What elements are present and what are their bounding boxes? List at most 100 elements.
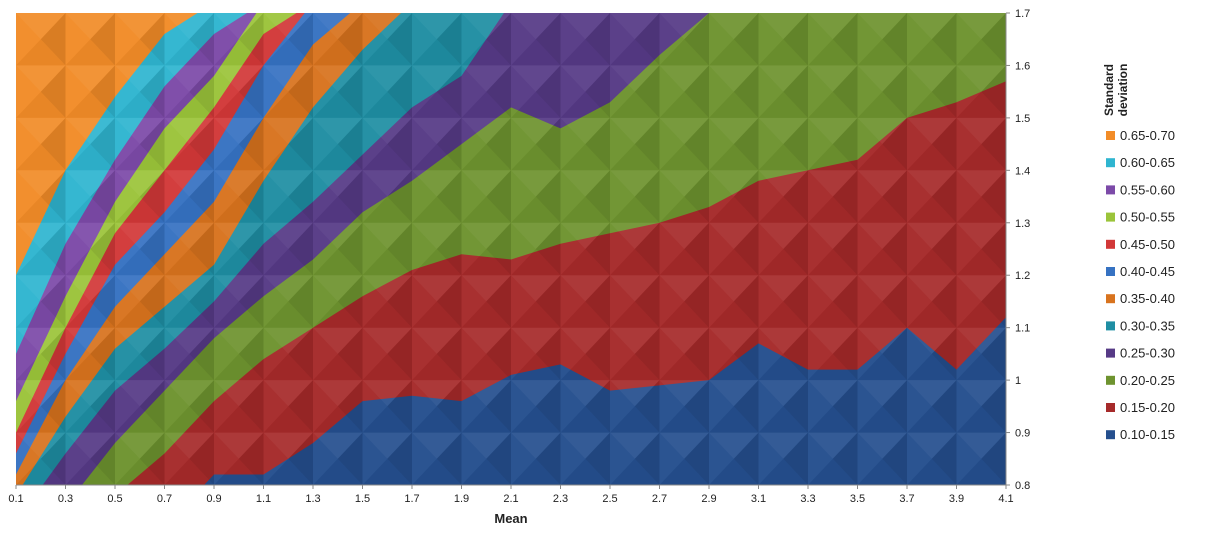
surface-facet — [115, 458, 165, 485]
surface-facet — [535, 170, 561, 223]
surface-facet — [511, 222, 561, 249]
surface-facet — [560, 13, 610, 40]
surface-facet — [981, 65, 1006, 118]
surface-facet — [238, 275, 264, 328]
surface-facet — [214, 117, 264, 145]
surface-facet — [16, 91, 66, 118]
x-tick-label: 2.7 — [652, 493, 667, 505]
surface-facet — [857, 458, 907, 485]
surface-facet — [758, 144, 808, 171]
surface-facet — [956, 91, 1006, 118]
surface-facet — [907, 65, 957, 92]
surface-facet — [956, 65, 1006, 92]
surface-facet — [882, 170, 907, 223]
surface-facet — [511, 353, 561, 381]
surface-facet — [808, 170, 858, 197]
surface-facet — [857, 301, 907, 328]
surface-facet — [758, 222, 808, 249]
surface-facet — [981, 13, 1006, 66]
surface-facet — [808, 39, 858, 66]
surface-facet — [164, 380, 214, 407]
surface-facet — [709, 117, 759, 145]
surface-facet — [139, 170, 165, 223]
surface-facet — [362, 327, 412, 354]
surface-facet — [634, 13, 660, 66]
surface-facet — [288, 13, 313, 66]
surface-facet — [288, 222, 313, 276]
surface-facet — [461, 458, 511, 485]
surface-facet — [709, 406, 759, 433]
surface-facet — [16, 406, 66, 433]
surface-facet — [16, 380, 66, 407]
surface-facet — [857, 144, 907, 171]
surface-facet — [832, 432, 858, 485]
surface-facet — [412, 327, 462, 354]
surface-facet — [758, 380, 808, 407]
surface-facet — [362, 39, 412, 66]
surface-facet — [560, 39, 610, 66]
surface-facet — [535, 222, 561, 276]
surface-facet — [659, 91, 709, 118]
surface-facet — [956, 196, 1006, 223]
surface-facet — [907, 458, 957, 485]
surface-facet — [115, 196, 165, 223]
surface-facet — [511, 406, 561, 433]
surface-facet — [214, 406, 264, 433]
legend-label: 0.10-0.15 — [1120, 427, 1175, 442]
surface-facet — [189, 222, 214, 276]
surface-facet — [436, 380, 462, 433]
x-tick-label: 1.5 — [355, 493, 370, 505]
surface-facet — [115, 91, 165, 118]
legend-title: Standarddeviation — [1102, 64, 1130, 117]
surface-facet — [362, 170, 412, 197]
surface-facet — [313, 65, 363, 92]
surface-facet — [461, 39, 511, 66]
surface-facet — [560, 170, 610, 197]
legend-label: 0.65-0.70 — [1120, 128, 1175, 143]
surface-facet — [115, 39, 165, 66]
surface-facet — [461, 249, 511, 276]
surface-facet — [115, 13, 165, 40]
surface-facet — [610, 458, 660, 485]
surface-facet — [288, 432, 313, 485]
surface-facet — [16, 196, 66, 223]
surface-facet — [857, 432, 907, 459]
surface-facet — [16, 327, 66, 354]
surface-facet — [486, 65, 511, 118]
surface-facet — [857, 196, 907, 223]
surface-facet — [362, 91, 412, 118]
surface-facet — [956, 13, 1006, 40]
surface-facet — [115, 249, 165, 276]
surface-facet — [907, 353, 957, 381]
surface-facet — [931, 380, 957, 433]
surface-facet — [65, 196, 115, 223]
surface-facet — [65, 458, 115, 485]
x-tick-label: 2.9 — [701, 493, 716, 505]
surface-facet — [832, 327, 858, 381]
surface-facet — [758, 432, 808, 459]
surface-facet — [808, 301, 858, 328]
surface-facet — [65, 275, 115, 302]
surface-facet — [709, 13, 759, 40]
y-tick-label: 1.7 — [1015, 8, 1030, 20]
legend: Standarddeviation 0.65-0.70 0.60-0.65 0.55-… — [1102, 64, 1175, 443]
surface-facet — [313, 327, 363, 354]
surface-facet — [733, 275, 759, 328]
surface-facet — [733, 117, 759, 171]
surface-facet — [758, 170, 808, 197]
surface-facet — [659, 301, 709, 328]
surface-facet — [610, 353, 660, 381]
surface-facet — [634, 117, 660, 171]
surface-facet — [659, 117, 709, 145]
surface-facet — [808, 196, 858, 223]
surface-facet — [709, 275, 759, 302]
surface-facet — [337, 65, 363, 118]
surface-facet — [313, 458, 363, 485]
surface-facet — [387, 222, 412, 276]
surface-facet — [387, 170, 412, 223]
surface-facet — [412, 222, 462, 249]
x-tick-label: 3.1 — [751, 493, 766, 505]
surface-facet — [709, 432, 759, 459]
surface-facet — [362, 301, 412, 328]
